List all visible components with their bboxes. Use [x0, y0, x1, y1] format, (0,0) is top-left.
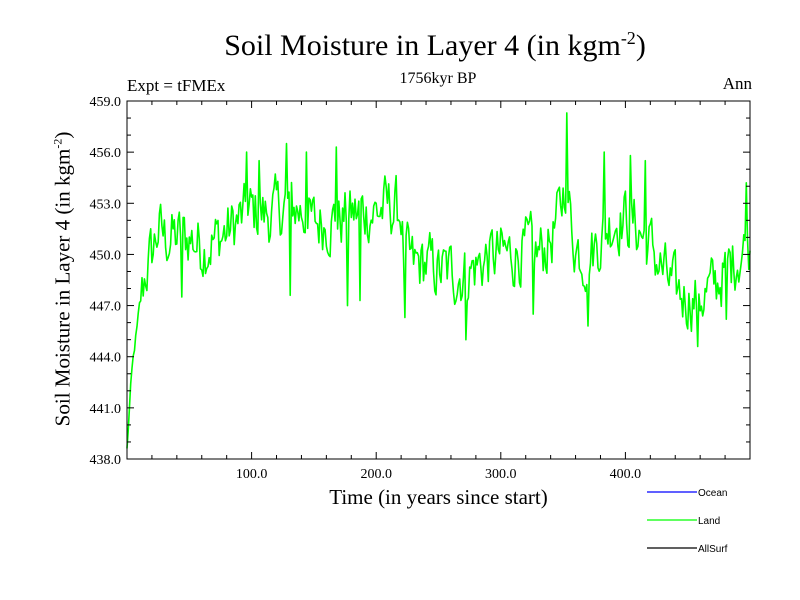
x-tick-label: 400.0 [610, 467, 642, 482]
chart-title-close: ) [635, 29, 646, 62]
y-tick-label: 456.0 [90, 146, 122, 161]
x-axis-label: Time (in years since start) [329, 485, 548, 509]
series-layer [126, 112, 751, 449]
y-axis-label: Soil Moisture in Layer 4 (in kgm-2) [51, 132, 76, 427]
x-tick-label: 100.0 [236, 467, 268, 482]
y-tick-label: 450.0 [90, 248, 122, 263]
legend-label-allsurf: AllSurf [698, 544, 728, 555]
y-axis-label-close: ) [50, 131, 75, 139]
legend: Ocean Land AllSurf [647, 488, 728, 555]
series-line-land [126, 112, 751, 449]
y-tick-label: 444.0 [90, 351, 122, 366]
y-tick-label: 453.0 [90, 197, 122, 212]
ticks-layer: 438.0 441.0 444.0 447.0 450.0 453.0 456.0 459.0… [90, 95, 750, 482]
chart-title-superscript: -2 [620, 28, 636, 48]
legend-label-ocean: Ocean [698, 488, 727, 499]
chart-title: Soil Moisture in Layer 4 (in kgm-2) [0, 28, 800, 63]
x-tick-label: 200.0 [360, 467, 392, 482]
x-tick-label: 300.0 [485, 467, 517, 482]
y-axis-label-superscript: -2 [50, 138, 65, 149]
y-tick-label: 441.0 [90, 402, 122, 417]
y-axis-label-text: Soil Moisture in Layer 4 (in kgm [50, 148, 75, 427]
plot-frame [126, 100, 751, 460]
legend-label-land: Land [698, 516, 720, 527]
season-label: Ann [722, 74, 752, 93]
y-tick-label: 459.0 [90, 95, 122, 110]
chart-title-text: Soil Moisture in Layer 4 (in kgm [224, 29, 621, 62]
experiment-label: Expt = tFMEx [127, 76, 226, 95]
period-label: 1756kyr BP [399, 70, 477, 87]
y-tick-label: 447.0 [90, 300, 122, 315]
y-tick-label: 438.0 [90, 453, 122, 468]
